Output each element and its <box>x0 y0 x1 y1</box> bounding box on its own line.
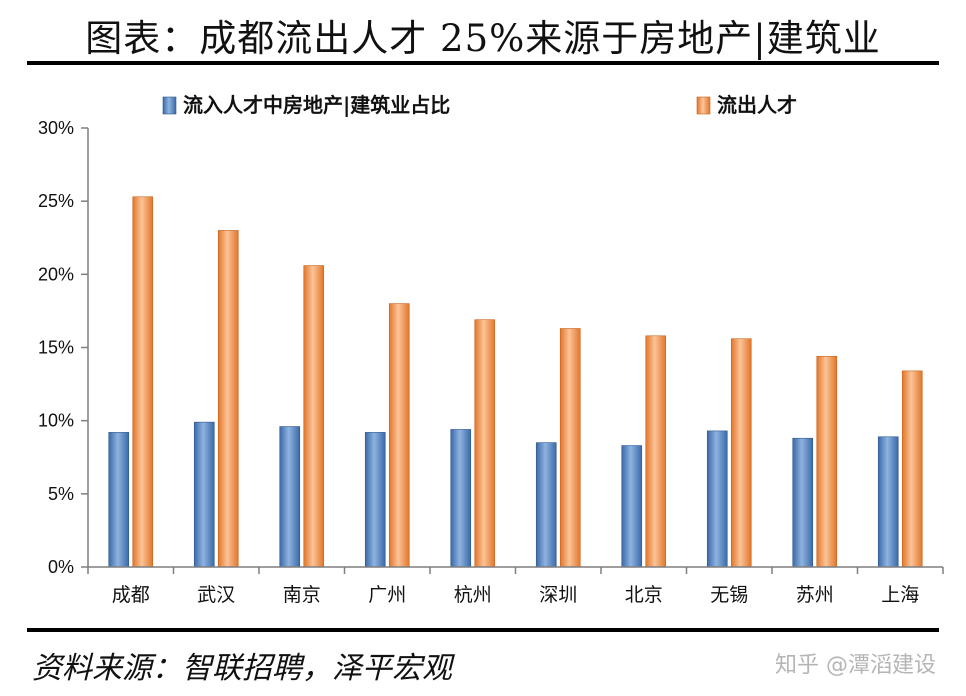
legend-label: 流入人才中房地产|建筑业占比 <box>183 93 450 117</box>
bars-group <box>108 196 923 568</box>
x-tick-label: 成都 <box>112 584 150 606</box>
x-tick-label: 深圳 <box>539 584 577 606</box>
chart-legend: 流入人才中房地产|建筑业占比 流出人才 <box>162 93 797 117</box>
x-axis: 成都 武汉 南京 广州 杭州 深圳 北京 无锡 苏州 上海 <box>87 566 944 606</box>
inflow-bar <box>279 426 301 568</box>
outflow-bar <box>303 265 325 568</box>
y-axis: 0% 5% 10% 15% 20% 25% 30% <box>38 118 89 577</box>
top-divider <box>27 61 939 65</box>
bar-chart: 流入人才中房地产|建筑业占比 流出人才 0% 5% 10% 15% 20% 25% 30% 成… <box>38 93 944 606</box>
inflow-bar <box>877 436 899 568</box>
outflow-bar <box>388 303 410 568</box>
inflow-bar <box>108 432 130 568</box>
outflow-bar <box>901 370 923 568</box>
y-tick-label: 5% <box>48 484 74 504</box>
inflow-bar <box>621 445 643 568</box>
y-tick-label: 30% <box>38 118 74 138</box>
outflow-bar <box>730 338 752 568</box>
watermark: 知乎 @潭滔建设 <box>775 653 936 678</box>
bottom-divider <box>27 628 939 632</box>
x-tick-label: 广州 <box>368 584 406 606</box>
y-tick-label: 20% <box>38 264 74 284</box>
x-tick-label: 无锡 <box>710 584 748 606</box>
x-tick-label: 武汉 <box>197 584 235 606</box>
inflow-bar <box>193 421 215 568</box>
legend-swatch <box>162 96 177 115</box>
x-tick-label: 北京 <box>625 584 663 606</box>
x-tick-label: 上海 <box>881 584 919 606</box>
outflow-bar <box>816 355 838 568</box>
inflow-bar <box>535 442 557 568</box>
outflow-bar <box>559 328 581 568</box>
y-tick-label: 0% <box>48 557 74 577</box>
y-tick-label: 25% <box>38 191 74 211</box>
legend-label: 流出人才 <box>717 93 797 117</box>
outflow-bar <box>645 335 667 568</box>
outflow-bar <box>132 196 154 568</box>
outflow-bar <box>217 230 239 568</box>
outflow-bar <box>474 319 496 568</box>
chart-title: 图表：成都流出人才 25%来源于房地产|建筑业 <box>85 17 881 60</box>
inflow-bar <box>364 432 386 568</box>
x-tick-label: 南京 <box>283 584 321 606</box>
source-note: 资料来源：智联招聘，泽平宏观 <box>32 651 452 686</box>
inflow-bar <box>450 429 472 568</box>
x-tick-label: 苏州 <box>796 584 834 606</box>
inflow-bar <box>706 430 728 568</box>
x-tick-label: 杭州 <box>454 584 492 606</box>
y-tick-label: 10% <box>38 411 74 431</box>
y-tick-label: 15% <box>38 338 74 358</box>
inflow-bar <box>792 437 814 568</box>
legend-swatch <box>696 96 711 115</box>
